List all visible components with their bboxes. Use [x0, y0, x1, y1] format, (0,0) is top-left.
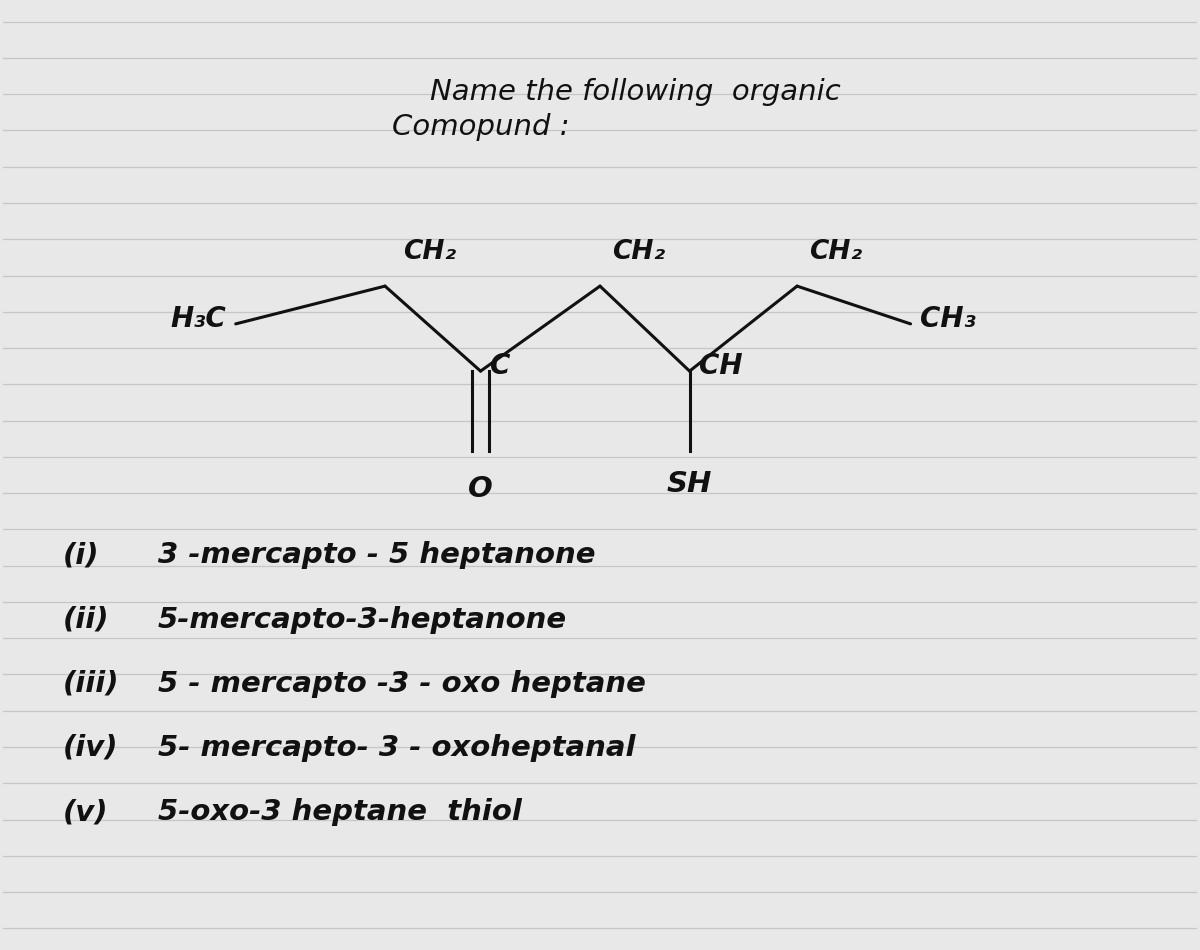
Text: (iv): (iv) — [62, 734, 118, 762]
Text: SH: SH — [667, 470, 713, 499]
Text: CH₂: CH₂ — [809, 239, 862, 265]
Text: Comopund :: Comopund : — [391, 113, 569, 142]
Text: Name the following  organic: Name the following organic — [431, 79, 841, 106]
Text: CH₂: CH₂ — [403, 239, 456, 265]
Text: (i): (i) — [62, 542, 98, 569]
Text: 5-oxo-3 heptane  thiol: 5-oxo-3 heptane thiol — [158, 798, 522, 826]
Text: CH₂: CH₂ — [612, 239, 665, 265]
Text: (ii): (ii) — [62, 605, 109, 634]
Text: CH: CH — [700, 352, 743, 380]
Text: 5-mercapto-3-heptanone: 5-mercapto-3-heptanone — [158, 605, 568, 634]
Text: (iii): (iii) — [62, 670, 119, 697]
Text: C: C — [490, 352, 510, 380]
Text: 3 -mercapto - 5 heptanone: 3 -mercapto - 5 heptanone — [158, 542, 595, 569]
Text: CH₃: CH₃ — [920, 305, 976, 333]
Text: 5 - mercapto -3 - oxo heptane: 5 - mercapto -3 - oxo heptane — [158, 670, 646, 697]
Text: 5- mercapto- 3 - oxoheptanal: 5- mercapto- 3 - oxoheptanal — [158, 734, 636, 762]
Text: O: O — [468, 475, 493, 503]
Text: H₃C: H₃C — [170, 305, 226, 333]
Text: (v): (v) — [62, 798, 108, 826]
